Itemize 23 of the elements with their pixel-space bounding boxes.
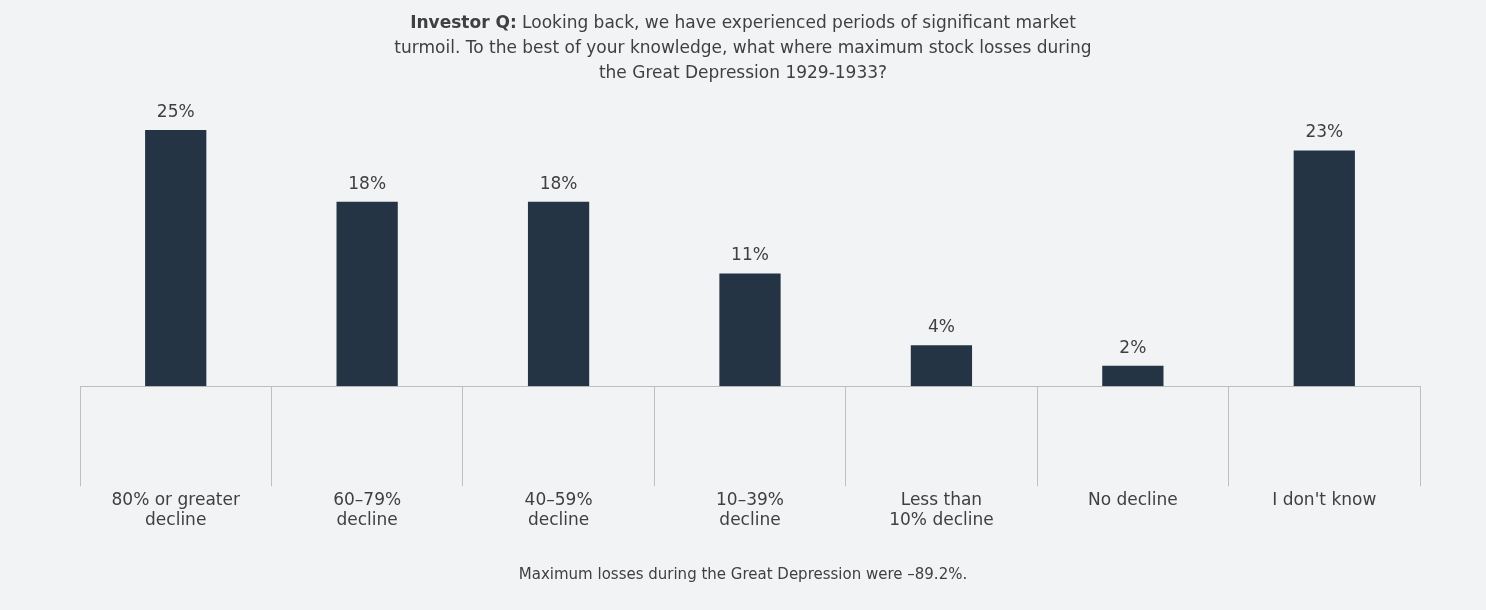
text: Maximum losses during the Great Depression were –89.2%. <box>517 565 969 583</box>
x-tick-label: No decline <box>1087 488 1178 509</box>
x-tick-label: 60–79% decline <box>333 488 402 530</box>
data-label: 25% <box>156 100 195 121</box>
data-label: 18% <box>539 172 578 193</box>
bar <box>527 201 590 387</box>
bar <box>145 130 207 387</box>
chart-title: Investor Q: Looking back, we have experienced periods of significant market turmoil. To the best of your knowledge, what where maximum stock losses during the Great Depression 1929-1933? <box>393 11 1093 84</box>
data-label: 4% <box>927 316 955 337</box>
bar <box>1102 365 1164 387</box>
data-label: 23% <box>1305 121 1344 142</box>
x-tick-label: I don't know <box>1272 488 1377 509</box>
x-tick-label: Less than 10% decline <box>889 488 994 530</box>
bar <box>336 201 398 387</box>
bar <box>719 273 781 387</box>
x-tick-label: 40–59% decline <box>524 488 593 530</box>
data-label: 18% <box>348 172 387 193</box>
bar <box>1293 150 1355 387</box>
data-label: 11% <box>731 244 769 265</box>
data-label: 2% <box>1119 336 1147 357</box>
x-tick-label: 10–39% decline <box>716 488 784 530</box>
x-tick-label: 80% or greater decline <box>111 488 240 530</box>
bar <box>910 345 973 387</box>
